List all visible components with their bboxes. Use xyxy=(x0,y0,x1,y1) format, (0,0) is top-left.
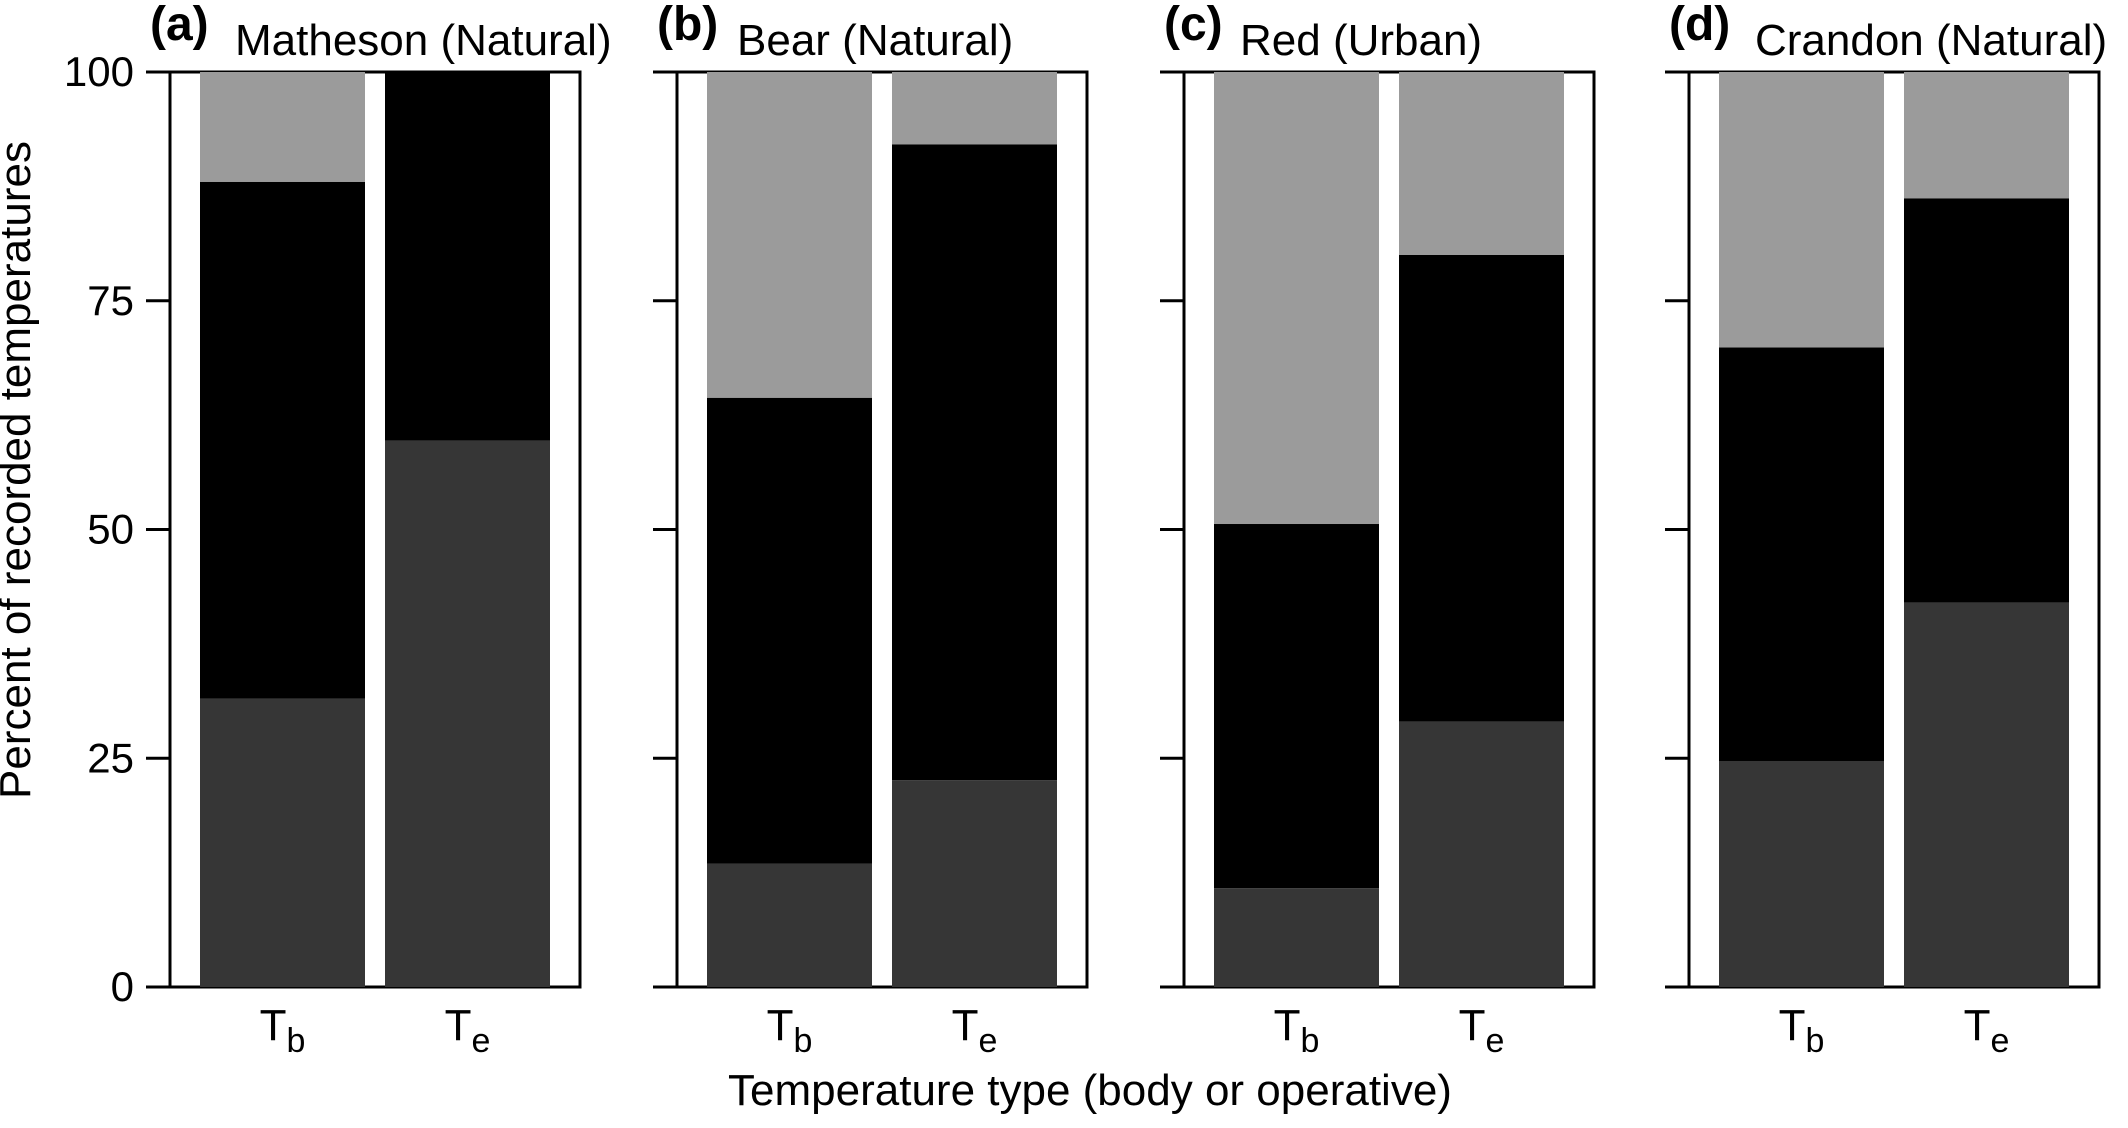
y-tick-label: 0 xyxy=(111,963,134,1010)
bar-te-middle-segment xyxy=(385,72,550,441)
y-axis-label: Percent of recorded temperatures xyxy=(0,141,40,799)
bar-tb-middle-segment xyxy=(707,397,872,864)
x-tick-label: Tb xyxy=(1779,1001,1825,1060)
bar-tb-middle-segment xyxy=(1719,347,1884,761)
panel-label: (a) xyxy=(150,0,209,51)
panel-4: Tb Te (d) Crandon (Natural) xyxy=(1665,0,2107,1060)
panel-label: (c) xyxy=(1164,0,1223,51)
x-tick-label: Te xyxy=(445,1001,491,1060)
x-tick-label: Te xyxy=(1459,1001,1505,1060)
panel-title: Crandon (Natural) xyxy=(1755,16,2107,65)
panel-title: Matheson (Natural) xyxy=(235,16,612,65)
bar-tb-middle-segment xyxy=(1214,524,1379,889)
x-tick-label: Te xyxy=(1964,1001,2010,1060)
bar-te-top-segment xyxy=(892,72,1057,145)
panel-label: (b) xyxy=(657,0,718,51)
bar-te-bottom-segment xyxy=(385,440,550,987)
bar-te-bottom-segment xyxy=(1399,721,1564,987)
bar-tb-middle-segment xyxy=(200,181,365,699)
bar-te-bottom-segment xyxy=(892,780,1057,987)
panel-1: 0 25 50 75 100 Tb Te (a) Matheson (Natural) xyxy=(64,0,612,1060)
x-tick-label: Tb xyxy=(1274,1001,1320,1060)
y-tick-label: 50 xyxy=(87,506,134,553)
bar-te-middle-segment xyxy=(892,144,1057,781)
bar-tb-bottom-segment xyxy=(1719,760,1884,987)
panel-3: Tb Te (c) Red (Urban) xyxy=(1160,0,1596,1060)
bar-tb-bottom-segment xyxy=(1214,888,1379,987)
bar-te-bottom-segment xyxy=(1904,602,2069,987)
bar-te-middle-segment xyxy=(1904,198,2069,603)
bar-tb-bottom-segment xyxy=(200,698,365,987)
bar-te-top-segment xyxy=(1904,72,2069,199)
x-axis-label: Temperature type (body or operative) xyxy=(728,1066,1452,1115)
y-tick-label: 100 xyxy=(64,48,134,95)
x-tick-label: Tb xyxy=(260,1001,306,1060)
bar-tb-top-segment xyxy=(200,72,365,182)
panel-title: Red (Urban) xyxy=(1240,16,1482,65)
bar-tb-top-segment xyxy=(707,72,872,398)
y-tick-label: 75 xyxy=(87,277,134,324)
y-tick-label: 25 xyxy=(87,734,134,781)
bar-te-middle-segment xyxy=(1399,255,1564,722)
panel-title: Bear (Natural) xyxy=(737,16,1013,65)
bar-tb-bottom-segment xyxy=(707,863,872,987)
bar-tb-top-segment xyxy=(1214,72,1379,525)
x-tick-label: Tb xyxy=(767,1001,813,1060)
bar-te-top-segment xyxy=(1399,72,1564,255)
x-tick-label: Te xyxy=(952,1001,998,1060)
panel-2: Tb Te (b) Bear (Natural) xyxy=(653,0,1089,1060)
panels-layer: 0 25 50 75 100 Tb Te (a) Matheson (Natural) Tb Te (… xyxy=(64,0,2107,1060)
panel-label: (d) xyxy=(1669,0,1730,51)
bar-tb-top-segment xyxy=(1719,72,1884,348)
